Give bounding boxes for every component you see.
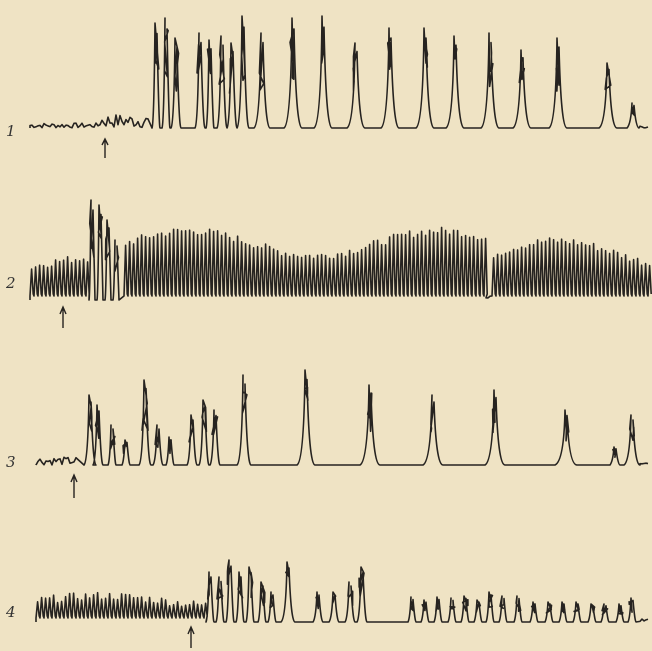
trace-label: 2 [5, 274, 16, 292]
trace-label: 1 [6, 122, 16, 140]
trace-label: 4 [5, 603, 16, 621]
trace-label: 3 [6, 453, 16, 471]
figure: 1 2 3 4 [0, 0, 652, 651]
